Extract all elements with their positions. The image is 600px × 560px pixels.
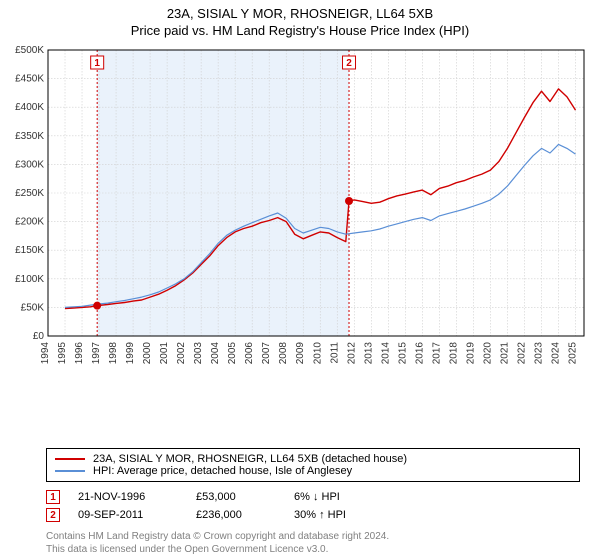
svg-text:2019: 2019 [465,342,476,365]
svg-text:£500K: £500K [15,45,44,56]
sale-diff: 30% ↑ HPI [294,509,384,521]
line-chart: £0 £50K £100K £150K £200K £250K £300K £350K £400… [8,44,592,382]
svg-text:2014: 2014 [380,342,391,365]
svg-text:2023: 2023 [533,342,544,365]
sale-marker-icon: 1 [46,490,60,504]
chart-container: 23A, SISIAL Y MOR, RHOSNEIGR, LL64 5XB P… [0,0,600,560]
svg-text:£0: £0 [33,331,45,342]
svg-text:£250K: £250K [15,188,44,199]
svg-text:2017: 2017 [431,342,442,365]
svg-text:1994: 1994 [40,342,51,365]
svg-text:£50K: £50K [21,302,45,313]
svg-text:1997: 1997 [91,342,102,365]
svg-text:2022: 2022 [516,342,527,365]
legend-row: 23A, SISIAL Y MOR, RHOSNEIGR, LL64 5XB (… [55,453,571,465]
legend-label: HPI: Average price, detached house, Isle… [93,465,352,477]
attribution-line: This data is licensed under the Open Gov… [46,543,580,556]
svg-text:£150K: £150K [15,245,44,256]
svg-text:£100K: £100K [15,274,44,285]
svg-text:£400K: £400K [15,102,44,113]
svg-text:2001: 2001 [159,342,170,365]
svg-text:2024: 2024 [550,342,561,365]
title-sub: Price paid vs. HM Land Registry's House … [8,23,592,38]
svg-text:2007: 2007 [261,342,272,365]
svg-text:1: 1 [94,58,100,69]
svg-text:2: 2 [346,58,352,69]
sale-date: 09-SEP-2011 [78,509,178,521]
svg-text:£200K: £200K [15,217,44,228]
svg-text:2012: 2012 [346,342,357,365]
svg-text:2005: 2005 [227,342,238,365]
svg-text:2004: 2004 [210,342,221,365]
table-row: 1 21-NOV-1996 £53,000 6% ↓ HPI [46,488,580,506]
svg-text:2008: 2008 [278,342,289,365]
legend: 23A, SISIAL Y MOR, RHOSNEIGR, LL64 5XB (… [46,448,580,482]
attribution-line: Contains HM Land Registry data © Crown c… [46,530,580,543]
chart-area: £0 £50K £100K £150K £200K £250K £300K £350K £400… [8,44,592,444]
legend-row: HPI: Average price, detached house, Isle… [55,465,571,477]
svg-text:1996: 1996 [74,342,85,365]
svg-text:£450K: £450K [15,74,44,85]
table-row: 2 09-SEP-2011 £236,000 30% ↑ HPI [46,506,580,524]
legend-label: 23A, SISIAL Y MOR, RHOSNEIGR, LL64 5XB (… [93,453,407,465]
svg-text:2003: 2003 [193,342,204,365]
sale-diff: 6% ↓ HPI [294,491,384,503]
svg-text:2006: 2006 [244,342,255,365]
sale-marker-icon: 2 [46,508,60,522]
titles: 23A, SISIAL Y MOR, RHOSNEIGR, LL64 5XB P… [8,6,592,38]
sale-price: £236,000 [196,509,276,521]
svg-text:2010: 2010 [312,342,323,365]
sale-price: £53,000 [196,491,276,503]
svg-text:1999: 1999 [125,342,136,365]
attribution: Contains HM Land Registry data © Crown c… [46,530,580,556]
svg-text:2015: 2015 [397,342,408,365]
svg-text:2018: 2018 [448,342,459,365]
svg-text:1998: 1998 [108,342,119,365]
legend-swatch [55,470,85,472]
svg-text:2025: 2025 [567,342,578,365]
svg-text:2011: 2011 [329,342,340,364]
svg-text:2002: 2002 [176,342,187,365]
svg-text:2016: 2016 [414,342,425,365]
legend-swatch [55,458,85,460]
svg-text:2000: 2000 [142,342,153,365]
svg-text:2021: 2021 [499,342,510,365]
svg-text:1995: 1995 [57,342,68,365]
sales-table: 1 21-NOV-1996 £53,000 6% ↓ HPI 2 09-SEP-… [46,488,580,524]
svg-text:2009: 2009 [295,342,306,365]
svg-text:2020: 2020 [482,342,493,365]
svg-text:2013: 2013 [363,342,374,365]
svg-text:£350K: £350K [15,131,44,142]
title-main: 23A, SISIAL Y MOR, RHOSNEIGR, LL64 5XB [8,6,592,21]
sale-date: 21-NOV-1996 [78,491,178,503]
svg-text:£300K: £300K [15,159,44,170]
